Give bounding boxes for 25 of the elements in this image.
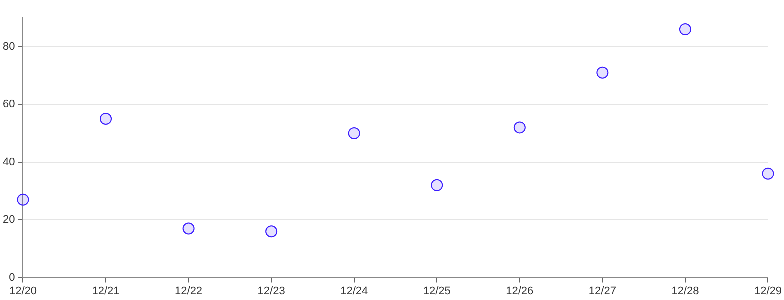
point — [679, 24, 692, 36]
y-tick-label: 40 — [2, 156, 16, 168]
point — [17, 194, 30, 206]
x-tick-label: 12/28 — [672, 285, 700, 298]
y-tick-label: 60 — [2, 98, 16, 111]
point — [514, 122, 526, 134]
x-tick-label: 12/25 — [423, 285, 451, 298]
y-tick-label: 0 — [9, 272, 16, 284]
point — [431, 179, 444, 192]
point — [182, 222, 195, 235]
x-tick-label: 12/23 — [258, 285, 286, 298]
x-tick-label: 12/29 — [754, 285, 782, 298]
x-tick-label: 12/20 — [9, 285, 37, 298]
y-tick-label: 80 — [2, 40, 16, 53]
point — [266, 226, 278, 238]
point — [762, 168, 774, 180]
point — [100, 113, 112, 126]
x-tick-label: 12/22 — [175, 285, 203, 298]
x-tick-label: 12/24 — [340, 285, 368, 298]
point — [348, 127, 360, 140]
x-tick-label: 12/26 — [506, 285, 534, 298]
x-tick-label: 12/27 — [588, 285, 616, 298]
x-tick-label: 12/21 — [92, 285, 120, 298]
y-tick-label: 20 — [2, 214, 16, 226]
point — [596, 66, 609, 79]
